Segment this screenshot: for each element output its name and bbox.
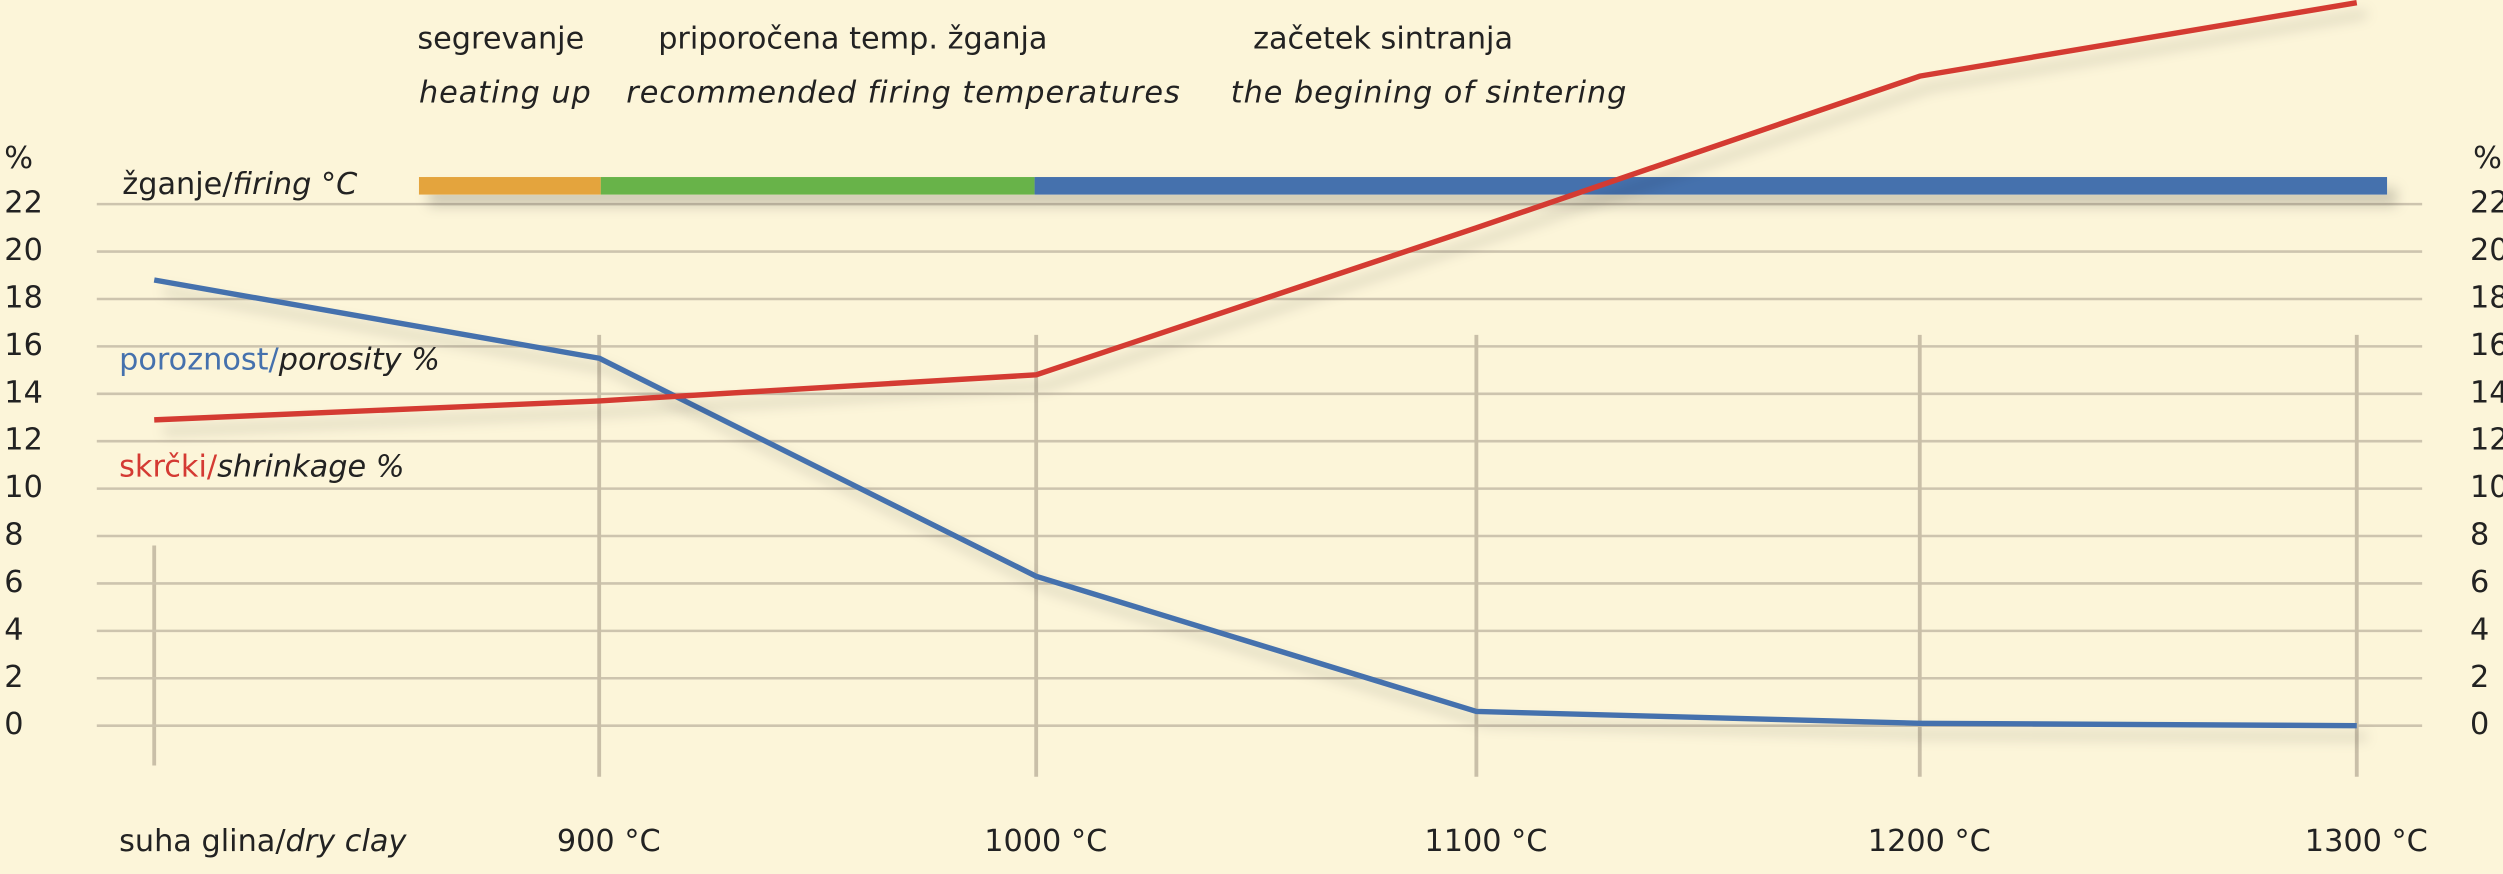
y-tick-label: 12	[4, 423, 43, 458]
y-tick-label: 8	[4, 518, 23, 553]
x-tick-label-sl: 900 °C	[557, 824, 661, 859]
y-tick-label-right: 8	[2470, 518, 2489, 553]
y-tick-label-right: 22	[2470, 186, 2503, 221]
phases-label: žganje/firing °C	[122, 167, 358, 202]
phases-bar	[418, 177, 2388, 195]
legend-entry: poroznost/porosity %	[119, 342, 440, 377]
x-tick-label-en: dry clay	[286, 824, 408, 859]
phase-name: segrevanje	[417, 21, 584, 56]
x-tick-label: 1000 °C	[984, 824, 1107, 859]
legend-name-en: shrinkage %	[217, 449, 404, 484]
phase-name: začetek sintranja	[1253, 21, 1513, 56]
phases-label-sl: žganje/	[122, 167, 233, 202]
y-tick-label-right: 12	[2470, 423, 2503, 458]
phase-name: priporočena temp. žganja	[658, 21, 1047, 56]
y-tick-label: 2	[4, 660, 23, 695]
y-unit: %	[4, 141, 33, 176]
legend-name: poroznost/	[119, 342, 279, 377]
phases-label-en: firing °C	[232, 167, 358, 202]
y-tick-label: 6	[4, 565, 23, 600]
x-tick-label: 1300 °C	[2305, 824, 2428, 859]
x-tick-label-sl: suha glina/	[119, 824, 286, 859]
phase-name-en: recommended firing temperatures	[626, 76, 1180, 111]
y-tick-label: 16	[4, 328, 43, 363]
y-tick-label: 20	[4, 233, 43, 268]
series-line	[154, 0, 2358, 423]
phase-name-en: the begining of sintering	[1231, 76, 1628, 111]
x-tick-label-sl: 1100 °C	[1424, 824, 1547, 859]
y-tick-label-right: 0	[2470, 707, 2489, 742]
phase-name-en: heating up	[419, 76, 592, 111]
x-tick-label-sl: 1000 °C	[984, 824, 1107, 859]
y-tick-label: 10	[4, 470, 43, 505]
phase-segment	[600, 177, 1035, 195]
y-tick-label-right: 16	[2470, 328, 2503, 363]
y-tick-label-right: 4	[2470, 612, 2489, 647]
y-tick-label: 22	[4, 186, 43, 221]
phase-segment	[418, 177, 601, 195]
y-tick-label-right: 14	[2470, 375, 2503, 410]
y-tick-label-right: 18	[2470, 280, 2503, 315]
y-tick-label: 0	[4, 707, 23, 742]
series-line	[153, 277, 2357, 729]
y-tick-label-right: 20	[2470, 233, 2503, 268]
y-tick-label: 14	[4, 375, 43, 410]
x-tick-label: 1100 °C	[1424, 824, 1547, 859]
legend-name-en: porosity %	[278, 342, 440, 377]
legend-entry: skrčki/shrinkage %	[119, 449, 404, 484]
x-tick-label: suha glina/dry clay	[119, 824, 407, 859]
x-tick-label: 900 °C	[557, 824, 661, 859]
y-tick-label-right: 2	[2470, 660, 2489, 695]
x-tick-label-sl: 1200 °C	[1868, 824, 1991, 859]
x-tick-label: 1200 °C	[1868, 824, 1991, 859]
y-tick-label: 18	[4, 280, 43, 315]
legend-name: skrčki/	[119, 449, 218, 484]
y-tick-label-right: 10	[2470, 470, 2503, 505]
x-tick-label-sl: 1300 °C	[2305, 824, 2428, 859]
y-tick-label: 4	[4, 612, 23, 647]
phase-segment	[1034, 177, 2388, 195]
y-unit-right: %	[2473, 141, 2502, 176]
y-tick-label-right: 6	[2470, 565, 2489, 600]
